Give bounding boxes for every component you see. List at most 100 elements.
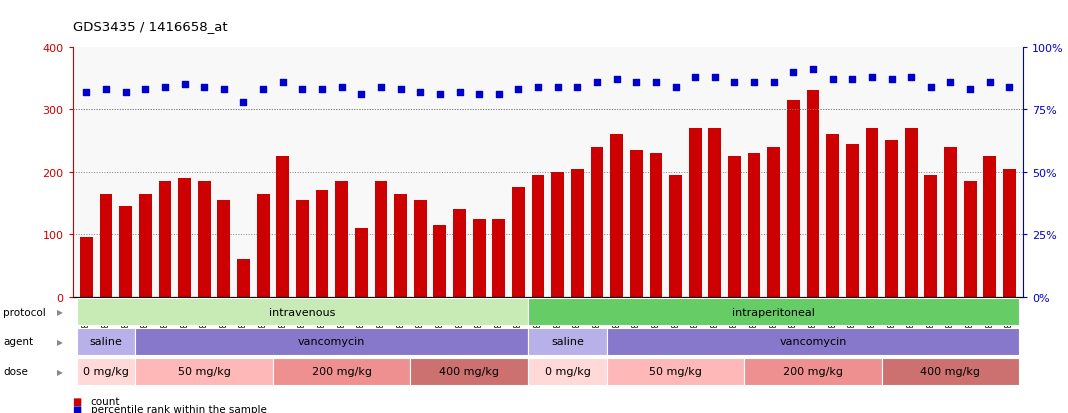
Point bbox=[549, 84, 566, 91]
Point bbox=[588, 79, 606, 86]
Bar bbox=[410, 358, 529, 385]
Text: ■: ■ bbox=[73, 404, 82, 413]
Bar bbox=[649, 154, 662, 297]
Text: intravenous: intravenous bbox=[269, 307, 335, 317]
Text: vancomycin: vancomycin bbox=[780, 337, 847, 347]
Bar bbox=[512, 188, 524, 297]
Bar bbox=[827, 135, 839, 297]
Point bbox=[765, 79, 782, 86]
Text: 0 mg/kg: 0 mg/kg bbox=[545, 366, 591, 376]
Point bbox=[745, 79, 763, 86]
Bar bbox=[375, 182, 388, 297]
Bar bbox=[670, 176, 682, 297]
Text: 50 mg/kg: 50 mg/kg bbox=[177, 366, 231, 376]
Point bbox=[373, 84, 390, 91]
Bar bbox=[136, 358, 273, 385]
Point bbox=[431, 92, 449, 98]
Text: ▶: ▶ bbox=[57, 367, 63, 376]
Point bbox=[156, 84, 173, 91]
Bar bbox=[806, 91, 819, 297]
Bar bbox=[77, 358, 136, 385]
Bar bbox=[492, 219, 505, 297]
Text: ▶: ▶ bbox=[57, 307, 63, 316]
Bar bbox=[473, 219, 486, 297]
Text: 200 mg/kg: 200 mg/kg bbox=[783, 366, 843, 376]
Point bbox=[1001, 84, 1018, 91]
Bar bbox=[529, 328, 607, 355]
Point bbox=[411, 89, 428, 96]
Bar bbox=[865, 128, 878, 297]
Point bbox=[78, 89, 95, 96]
Bar bbox=[99, 194, 112, 297]
Point bbox=[216, 87, 233, 93]
Text: saline: saline bbox=[90, 337, 123, 347]
Point bbox=[530, 84, 547, 91]
Bar bbox=[571, 169, 584, 297]
Point bbox=[176, 82, 193, 88]
Point bbox=[804, 66, 821, 73]
Bar bbox=[591, 147, 603, 297]
Point bbox=[451, 89, 468, 96]
Bar bbox=[984, 157, 996, 297]
Bar bbox=[434, 225, 446, 297]
Point bbox=[235, 99, 252, 106]
Point bbox=[333, 84, 350, 91]
Bar bbox=[120, 206, 132, 297]
Text: intraperitoneal: intraperitoneal bbox=[733, 307, 815, 317]
Text: saline: saline bbox=[551, 337, 584, 347]
Bar bbox=[413, 200, 426, 297]
Point bbox=[294, 87, 311, 93]
Bar bbox=[630, 150, 643, 297]
Text: agent: agent bbox=[3, 337, 33, 347]
Bar bbox=[316, 191, 329, 297]
Point bbox=[471, 92, 488, 98]
Bar bbox=[218, 200, 231, 297]
Text: count: count bbox=[91, 396, 121, 406]
Text: ■: ■ bbox=[73, 396, 82, 406]
Bar bbox=[296, 200, 309, 297]
Point bbox=[647, 79, 664, 86]
Text: percentile rank within the sample: percentile rank within the sample bbox=[91, 404, 267, 413]
Point bbox=[785, 69, 802, 76]
Bar bbox=[748, 154, 760, 297]
Text: protocol: protocol bbox=[3, 307, 46, 317]
Bar bbox=[963, 182, 976, 297]
Point bbox=[628, 79, 645, 86]
Point bbox=[314, 87, 331, 93]
Point bbox=[490, 92, 507, 98]
Text: GDS3435 / 1416658_at: GDS3435 / 1416658_at bbox=[73, 20, 227, 33]
Text: 400 mg/kg: 400 mg/kg bbox=[921, 366, 980, 376]
Point bbox=[608, 77, 625, 83]
Bar bbox=[136, 328, 529, 355]
Text: 400 mg/kg: 400 mg/kg bbox=[439, 366, 500, 376]
Point bbox=[668, 84, 685, 91]
Point bbox=[254, 87, 271, 93]
Point bbox=[863, 74, 880, 81]
Point bbox=[117, 89, 135, 96]
Bar bbox=[925, 176, 938, 297]
Bar bbox=[787, 100, 800, 297]
Text: ▶: ▶ bbox=[57, 337, 63, 346]
Bar bbox=[198, 182, 210, 297]
Bar bbox=[551, 172, 564, 297]
Bar bbox=[607, 358, 744, 385]
Point bbox=[274, 79, 292, 86]
Point bbox=[942, 79, 959, 86]
Bar bbox=[256, 194, 269, 297]
Bar bbox=[767, 147, 780, 297]
Point bbox=[195, 84, 213, 91]
Text: 0 mg/kg: 0 mg/kg bbox=[83, 366, 129, 376]
Bar bbox=[355, 228, 367, 297]
Bar bbox=[905, 128, 917, 297]
Point bbox=[902, 74, 920, 81]
Point bbox=[883, 77, 900, 83]
Point bbox=[137, 87, 154, 93]
Bar bbox=[532, 176, 545, 297]
Bar bbox=[728, 157, 741, 297]
Point bbox=[824, 77, 842, 83]
Point bbox=[352, 92, 370, 98]
Bar bbox=[944, 147, 957, 297]
Bar bbox=[158, 182, 171, 297]
Point bbox=[392, 87, 409, 93]
Bar bbox=[1003, 169, 1016, 297]
